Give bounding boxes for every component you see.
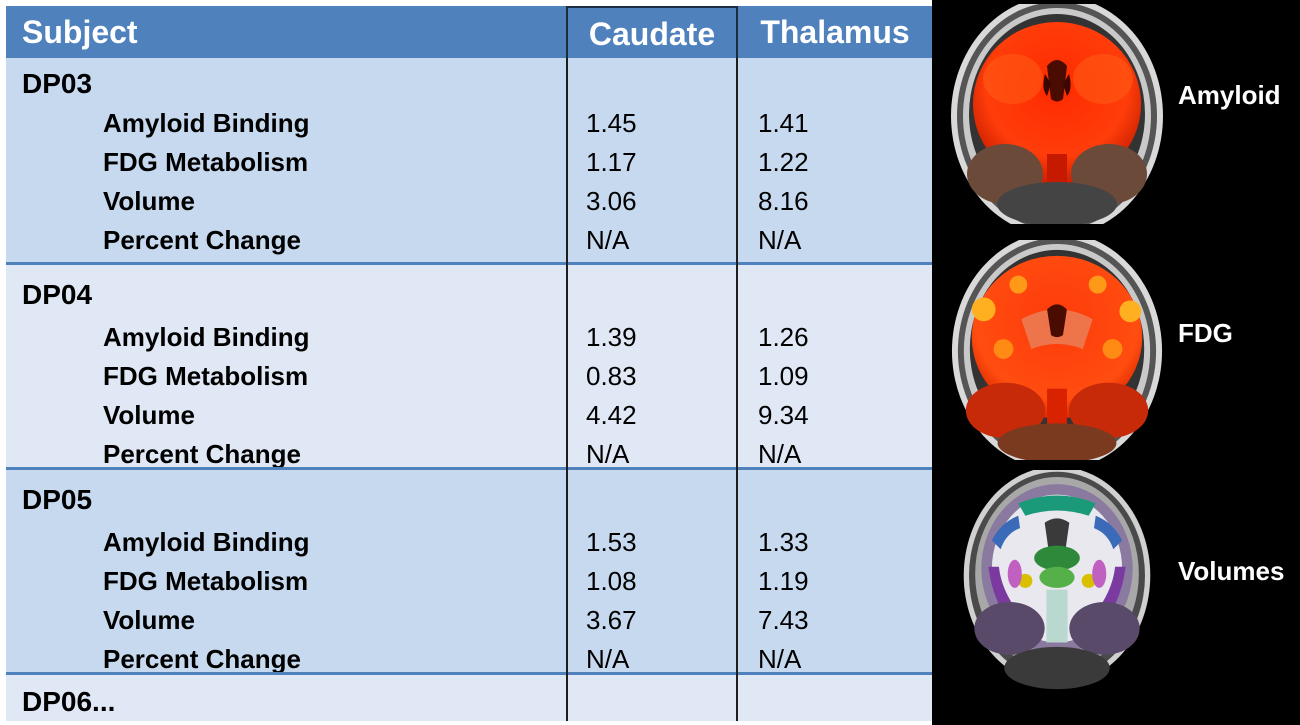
caudate-value: 1.53 bbox=[586, 527, 637, 557]
table-row: FDG Metabolism 0.83 1.09 bbox=[6, 357, 932, 396]
subject-block-dp06: DP06... bbox=[6, 675, 932, 721]
caudate-value: 3.67 bbox=[586, 605, 637, 635]
caudate-value: N/A bbox=[586, 644, 630, 674]
table-row: FDG Metabolism 1.08 1.19 bbox=[6, 562, 932, 601]
panel-label-fdg: FDG bbox=[1178, 318, 1233, 348]
thalamus-value: 1.41 bbox=[758, 108, 809, 138]
row-label: Volume bbox=[103, 605, 195, 635]
header-caudate: Caudate bbox=[566, 6, 738, 58]
thalamus-value: 9.34 bbox=[758, 400, 809, 430]
table-row: Percent Change N/A N/A bbox=[6, 435, 932, 474]
subject-block-dp04: DP04 Amyloid Binding 1.39 1.26 FDG Metab… bbox=[6, 265, 932, 469]
subject-id: DP03 bbox=[22, 68, 93, 99]
caudate-value: 1.39 bbox=[586, 322, 637, 352]
row-label: Volume bbox=[103, 186, 195, 216]
table-row: FDG Metabolism 1.17 1.22 bbox=[6, 143, 932, 182]
thalamus-value: 7.43 bbox=[758, 605, 809, 635]
header-thalamus: Thalamus bbox=[738, 6, 932, 58]
thalamus-value: 8.16 bbox=[758, 186, 809, 216]
subject-id: DP06... bbox=[22, 686, 116, 717]
panel-label-amyloid: Amyloid bbox=[1178, 80, 1281, 110]
row-label: FDG Metabolism bbox=[103, 566, 309, 596]
thalamus-value: N/A bbox=[758, 644, 802, 674]
table-row: Amyloid Binding 1.45 1.41 bbox=[6, 104, 932, 143]
caudate-value: 1.17 bbox=[586, 147, 637, 177]
amyloid-pet-scan-icon bbox=[943, 4, 1171, 224]
row-label: Volume bbox=[103, 400, 195, 430]
caudate-value: 1.08 bbox=[586, 566, 637, 596]
caudate-value: N/A bbox=[586, 225, 630, 255]
table-row: Percent Change N/A N/A bbox=[6, 221, 932, 260]
caudate-value: 0.83 bbox=[586, 361, 637, 391]
row-label: Amyloid Binding bbox=[103, 322, 310, 352]
row-label: FDG Metabolism bbox=[103, 147, 309, 177]
thalamus-value: 1.19 bbox=[758, 566, 809, 596]
table-row: Volume 4.42 9.34 bbox=[6, 396, 932, 435]
thalamus-value: 1.33 bbox=[758, 527, 809, 557]
caudate-value: 1.45 bbox=[586, 108, 637, 138]
row-label: Amyloid Binding bbox=[103, 527, 310, 557]
table-row: Volume 3.06 8.16 bbox=[6, 182, 932, 221]
table-row: Amyloid Binding 1.39 1.26 bbox=[6, 318, 932, 357]
panel-label-volumes: Volumes bbox=[1178, 556, 1285, 586]
thalamus-value: 1.22 bbox=[758, 147, 809, 177]
row-divider bbox=[6, 672, 932, 675]
caudate-value: 3.06 bbox=[586, 186, 637, 216]
subject-block-dp05: DP05 Amyloid Binding 1.53 1.33 FDG Metab… bbox=[6, 470, 932, 674]
thalamus-value: 1.09 bbox=[758, 361, 809, 391]
row-label: Percent Change bbox=[103, 439, 301, 469]
row-label: Amyloid Binding bbox=[103, 108, 310, 138]
thalamus-value: 1.26 bbox=[758, 322, 809, 352]
caudate-value: 4.42 bbox=[586, 400, 637, 430]
row-label: FDG Metabolism bbox=[103, 361, 309, 391]
subject-id: DP04 bbox=[22, 279, 93, 310]
column-divider bbox=[736, 58, 738, 721]
row-divider bbox=[6, 262, 932, 265]
subject-id: DP05 bbox=[22, 484, 93, 515]
row-divider bbox=[6, 467, 932, 470]
mri-volume-segmentation-icon bbox=[956, 470, 1158, 690]
column-divider bbox=[566, 58, 568, 721]
row-label: Percent Change bbox=[103, 644, 301, 674]
row-label: Percent Change bbox=[103, 225, 301, 255]
thalamus-value: N/A bbox=[758, 225, 802, 255]
fdg-pet-scan-icon bbox=[944, 240, 1170, 460]
data-table: Subject Caudate Thalamus DP03 Amyloid Bi… bbox=[6, 6, 932, 721]
header-subject: Subject bbox=[6, 6, 566, 58]
brain-image-panel: Amyloid FDG bbox=[932, 0, 1300, 725]
subject-block-dp03: DP03 Amyloid Binding 1.45 1.41 FDG Metab… bbox=[6, 58, 932, 262]
thalamus-value: N/A bbox=[758, 439, 802, 469]
table-row: Percent Change N/A N/A bbox=[6, 640, 932, 679]
table-row: Amyloid Binding 1.53 1.33 bbox=[6, 523, 932, 562]
caudate-value: N/A bbox=[586, 439, 630, 469]
table-row: Volume 3.67 7.43 bbox=[6, 601, 932, 640]
